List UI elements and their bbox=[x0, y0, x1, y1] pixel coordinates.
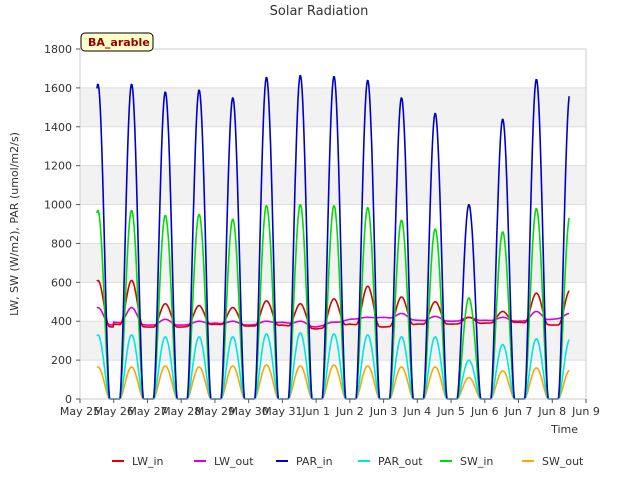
y-tick-label: 0 bbox=[65, 393, 72, 406]
chart-title: Solar Radiation bbox=[270, 4, 369, 19]
series-line-lw-in bbox=[96, 279, 570, 330]
y-tick-label: 1400 bbox=[44, 121, 72, 134]
legend-label: LW_in bbox=[132, 455, 164, 468]
grid-band bbox=[80, 243, 586, 283]
x-tick-label: May 28 bbox=[161, 405, 201, 418]
legend-label: LW_out bbox=[214, 455, 254, 468]
x-tick-label: May 25 bbox=[60, 405, 100, 418]
legend-label: PAR_in bbox=[296, 455, 333, 468]
x-tick-label: Jun 6 bbox=[470, 405, 499, 418]
y-tick-label: 400 bbox=[51, 315, 72, 328]
x-tick-label: May 26 bbox=[94, 405, 134, 418]
x-axis-label: Time bbox=[550, 423, 578, 436]
y-tick-label: 1200 bbox=[44, 160, 72, 173]
x-tick-label: Jun 7 bbox=[504, 405, 533, 418]
y-tick-label: 200 bbox=[51, 354, 72, 367]
site-label-background bbox=[80, 32, 154, 52]
grid-band bbox=[80, 126, 586, 166]
plot-frame bbox=[79, 48, 587, 400]
x-tick-label: Jun 5 bbox=[436, 405, 465, 418]
x-tick-label: May 30 bbox=[229, 405, 269, 418]
y-tick-label: 1600 bbox=[44, 82, 72, 95]
x-tick-label: Jun 1 bbox=[301, 405, 330, 418]
x-tick-label: May 31 bbox=[262, 405, 302, 418]
y-tick-label: 800 bbox=[51, 237, 72, 250]
grid-band bbox=[80, 165, 586, 205]
y-tick-label: 1800 bbox=[44, 43, 72, 56]
x-tick-label: Jun 4 bbox=[402, 405, 431, 418]
y-tick-label: 1000 bbox=[44, 199, 72, 212]
x-tick-label: Jun 2 bbox=[335, 405, 364, 418]
x-tick-label: Jun 3 bbox=[369, 405, 398, 418]
x-tick-label: May 27 bbox=[127, 405, 167, 418]
grid-band bbox=[80, 321, 586, 361]
x-tick-label: Jun 8 bbox=[537, 405, 566, 418]
grid-band bbox=[80, 282, 586, 322]
legend-label: SW_out bbox=[542, 455, 584, 468]
legend-label: SW_in bbox=[460, 455, 493, 468]
legend: LW_in LW_out PAR_in PAR_out SW_in SW_out bbox=[112, 455, 584, 468]
site-label-text: BA_arable bbox=[88, 36, 150, 49]
y-axis-label: LW, SW (W/m2), PAR (umol/m2/s) bbox=[8, 132, 21, 316]
y-axis-ticks: 0 200 400 600 800 1000 1200 1400 1600 1800 bbox=[44, 43, 80, 406]
legend-label: PAR_out bbox=[378, 455, 423, 468]
x-tick-label: Jun 9 bbox=[571, 405, 600, 418]
grid-bands bbox=[80, 49, 586, 399]
y-tick-label: 600 bbox=[51, 276, 72, 289]
site-label-box: BA_arable bbox=[80, 32, 154, 52]
grid-band bbox=[80, 87, 586, 127]
x-tick-label: May 29 bbox=[195, 405, 235, 418]
